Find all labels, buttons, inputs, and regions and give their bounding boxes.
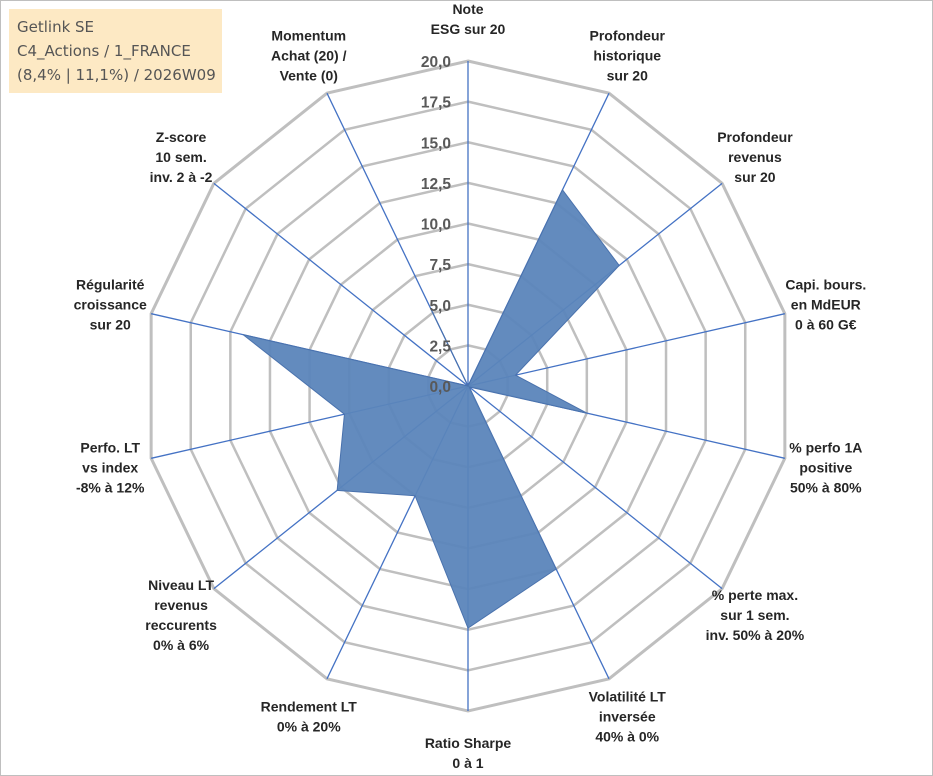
category-label: Volatilité LT inversée 40% à 0%	[589, 689, 667, 745]
info-line-company: Getlink SE	[17, 18, 95, 36]
category-label: % perfo 1A positive 50% à 80%	[789, 440, 862, 496]
info-line-period: (8,4% | 11,1%) / 2026W09	[17, 66, 216, 84]
tick-label: 7,5	[429, 257, 451, 274]
category-label: Ratio Sharpe 0 à 1	[425, 735, 512, 771]
tick-label: 0,0	[429, 379, 451, 396]
tick-label: 10,0	[421, 217, 451, 234]
radar-ticks: 0,0 2,5 5,0 7,5 10,0 12,5 15,0 17,5 20,0	[421, 54, 452, 396]
category-label: Momentum Achat (20) / Vente (0)	[271, 27, 347, 83]
axis-spoke	[467, 313, 785, 387]
category-label: Niveau LT revenus reccurents 0% à 6%	[145, 577, 217, 653]
info-box: Getlink SE C4_Actions / 1_FRANCE (8,4% |…	[9, 9, 222, 93]
category-label: Profondeur revenus sur 20	[717, 129, 793, 185]
category-label: Z-score 10 sem. inv. 2 à -2	[150, 129, 213, 185]
category-label: Capi. bours. en MdEUR 0 à 60 G€	[785, 276, 866, 332]
radar-data	[242, 188, 620, 629]
tick-label: 12,5	[421, 176, 452, 193]
info-line-category: C4_Actions / 1_FRANCE	[17, 42, 191, 60]
tick-label: 17,5	[421, 95, 452, 112]
tick-label: 5,0	[429, 298, 451, 315]
axis-spoke	[467, 385, 723, 590]
tick-label: 2,5	[429, 338, 451, 355]
tick-label: 20,0	[421, 54, 451, 71]
category-label: Note ESG sur 20	[431, 1, 506, 37]
category-label: Rendement LT 0% à 20%	[261, 699, 358, 735]
category-label: % perte max. sur 1 sem. inv. 50% à 20%	[706, 587, 805, 643]
tick-label: 15,0	[421, 135, 451, 152]
radar-category-labels: Note ESG sur 20 Profondeur historique sur 20…	[74, 1, 867, 771]
axis-spoke	[213, 182, 469, 387]
category-label: Perfo. LT vs index -8% à 12%	[76, 440, 145, 496]
category-label: Régularité croissance sur 20	[74, 276, 147, 332]
category-label: Profondeur historique sur 20	[590, 27, 666, 83]
